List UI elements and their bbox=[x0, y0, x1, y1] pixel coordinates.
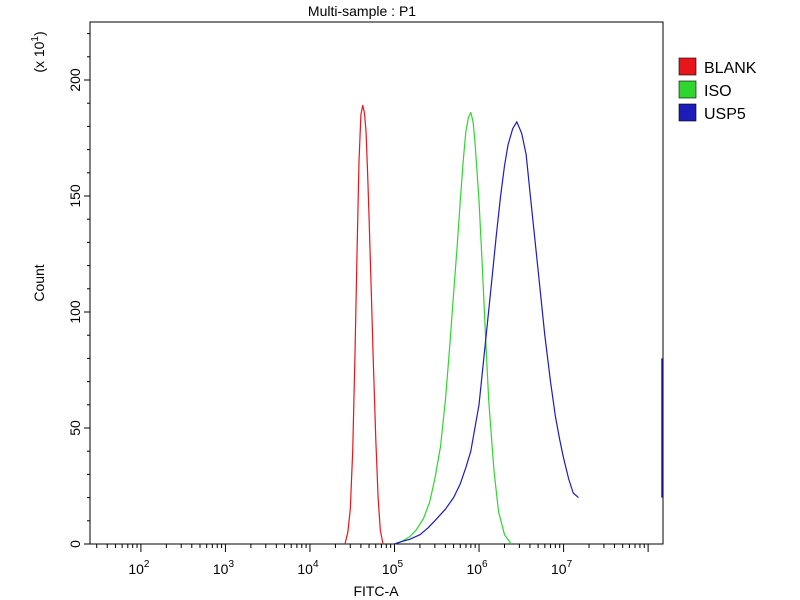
y-tick-label: 100 bbox=[67, 300, 83, 324]
x-tick-base: 10 bbox=[213, 561, 229, 577]
series-line-usp5 bbox=[394, 121, 579, 545]
x-tick-exponent: 3 bbox=[228, 559, 234, 570]
y-axis: 0 50 100 150 200 bbox=[67, 33, 90, 548]
y-axis-multiplier: (x 101) bbox=[30, 31, 47, 72]
legend: BLANK ISO USP5 bbox=[678, 57, 757, 123]
x-tick-base: 10 bbox=[128, 561, 144, 577]
x-tick-label: 103 bbox=[213, 559, 235, 577]
legend-label-blank: BLANK bbox=[704, 60, 757, 77]
x-tick-base: 10 bbox=[297, 561, 313, 577]
y-multiplier-close: ) bbox=[31, 31, 47, 36]
y-tick-label: 0 bbox=[67, 540, 83, 548]
plot-frame bbox=[89, 21, 664, 545]
x-axis: 102 103 104 105 106 107 bbox=[96, 544, 649, 577]
y-multiplier-exponent: 1 bbox=[30, 36, 41, 42]
series-line-iso bbox=[394, 111, 512, 545]
x-tick-exponent: 7 bbox=[567, 559, 573, 570]
legend-label-iso: ISO bbox=[704, 83, 732, 100]
y-tick-label: 150 bbox=[67, 184, 83, 208]
x-axis-label: FITC-A bbox=[353, 583, 399, 599]
x-tick-label: 104 bbox=[297, 559, 319, 577]
legend-label-usp5: USP5 bbox=[704, 106, 746, 123]
series-line-blank bbox=[344, 104, 384, 545]
plot-area bbox=[89, 21, 664, 545]
x-tick-label: 105 bbox=[382, 559, 404, 577]
x-tick-base: 10 bbox=[382, 561, 398, 577]
legend-swatch-blank bbox=[678, 57, 697, 76]
legend-swatch-iso bbox=[678, 80, 697, 99]
x-tick-exponent: 5 bbox=[398, 559, 404, 570]
x-tick-label: 107 bbox=[551, 559, 573, 577]
x-tick-base: 10 bbox=[466, 561, 482, 577]
y-axis-label: Count bbox=[31, 264, 47, 301]
chart-title: Multi-sample : P1 bbox=[308, 3, 416, 19]
series-lines bbox=[344, 104, 663, 545]
x-tick-label: 102 bbox=[128, 559, 150, 577]
x-tick-exponent: 2 bbox=[144, 559, 150, 570]
y-tick-label: 50 bbox=[67, 420, 83, 436]
x-tick-label: 106 bbox=[466, 559, 488, 577]
y-multiplier-text: (x 10 bbox=[31, 41, 47, 72]
legend-swatch-usp5 bbox=[678, 103, 697, 122]
x-tick-exponent: 6 bbox=[482, 559, 488, 570]
y-tick-label: 200 bbox=[67, 68, 83, 92]
x-tick-base: 10 bbox=[551, 561, 567, 577]
x-tick-exponent: 4 bbox=[313, 559, 319, 570]
